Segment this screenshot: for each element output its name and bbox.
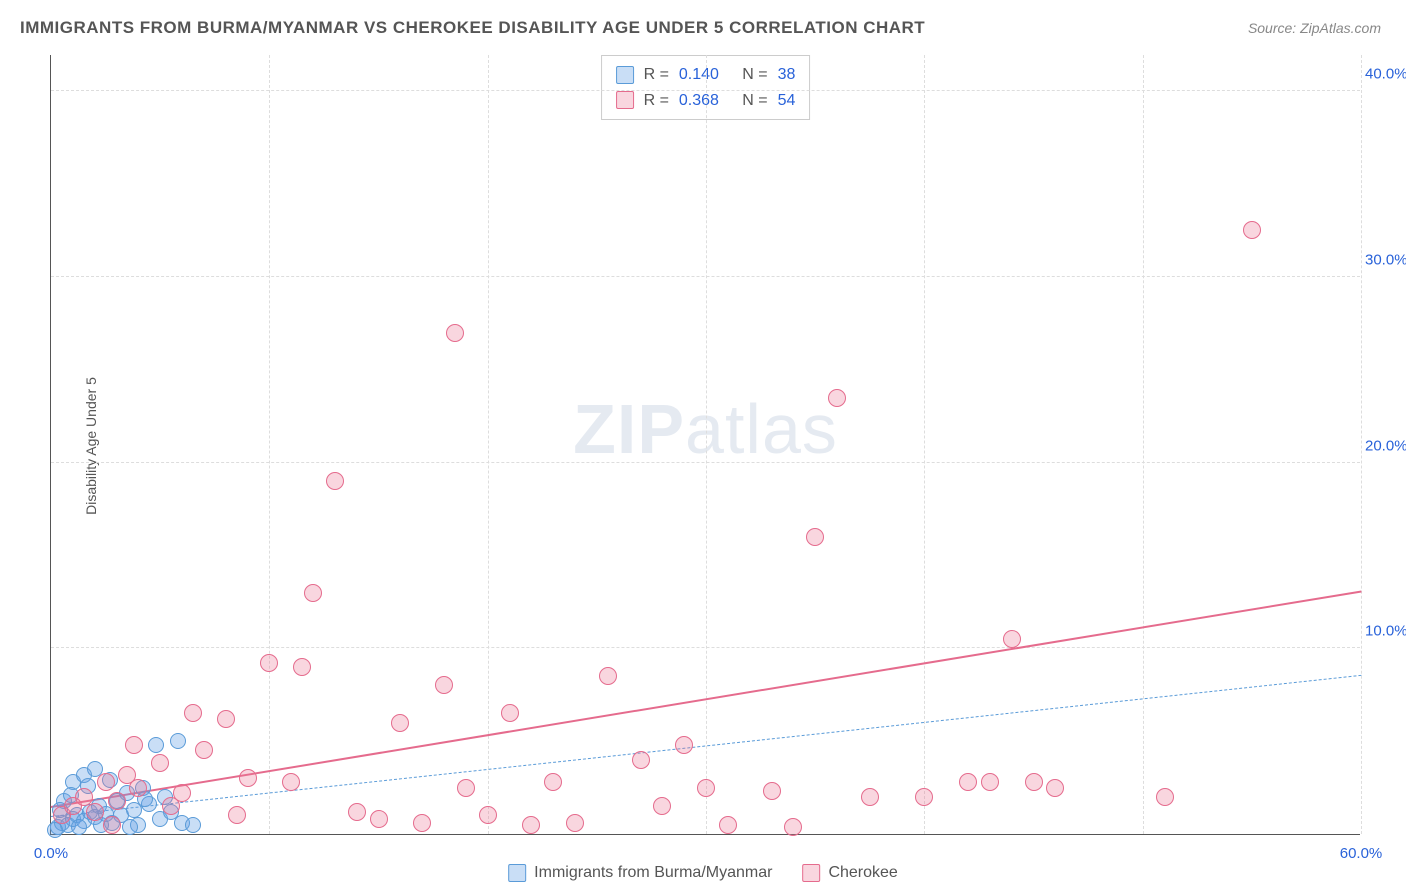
series-legend: Immigrants from Burma/Myanmar Cherokee — [508, 864, 898, 882]
data-point — [1003, 630, 1021, 648]
legend-n-label: N = — [729, 88, 768, 114]
legend-r-label: R = — [644, 88, 669, 114]
grid-line-v — [1143, 55, 1144, 834]
x-tick-label: 0.0% — [34, 845, 68, 862]
data-point — [228, 806, 246, 824]
legend-swatch — [508, 864, 526, 882]
grid-line-v — [924, 55, 925, 834]
data-point — [170, 733, 186, 749]
data-point — [522, 816, 540, 834]
data-point — [71, 819, 87, 835]
data-point — [1046, 779, 1064, 797]
series-legend-item: Immigrants from Burma/Myanmar — [508, 864, 772, 882]
series-legend-item: Cherokee — [802, 864, 897, 882]
data-point — [282, 773, 300, 791]
data-point — [370, 810, 388, 828]
data-point — [861, 788, 879, 806]
grid-line-v — [706, 55, 707, 834]
legend-n-value: 54 — [778, 88, 796, 114]
watermark-light: atlas — [685, 390, 838, 468]
data-point — [457, 779, 475, 797]
data-point — [1025, 773, 1043, 791]
data-point — [129, 779, 147, 797]
plot-area: ZIPatlas R = 0.140 N = 38 R = 0.368 N = 5… — [50, 55, 1360, 835]
data-point — [217, 710, 235, 728]
data-point — [108, 792, 126, 810]
data-point — [125, 736, 143, 754]
data-point — [260, 654, 278, 672]
data-point — [446, 324, 464, 342]
data-point — [293, 658, 311, 676]
watermark-bold: ZIP — [573, 390, 685, 468]
data-point — [632, 751, 650, 769]
data-point — [697, 779, 715, 797]
data-point — [86, 803, 104, 821]
data-point — [915, 788, 933, 806]
data-point — [828, 389, 846, 407]
data-point — [47, 822, 63, 838]
data-point — [1156, 788, 1174, 806]
legend-r-label: R = — [644, 62, 669, 88]
chart-title: IMMIGRANTS FROM BURMA/MYANMAR VS CHEROKE… — [20, 18, 925, 38]
grid-line-v — [269, 55, 270, 834]
data-point — [348, 803, 366, 821]
data-point — [653, 797, 671, 815]
data-point — [981, 773, 999, 791]
data-point — [103, 816, 121, 834]
data-point — [391, 714, 409, 732]
data-point — [479, 806, 497, 824]
data-point — [599, 667, 617, 685]
data-point — [184, 704, 202, 722]
data-point — [501, 704, 519, 722]
grid-line-v — [1361, 55, 1362, 834]
data-point — [195, 741, 213, 759]
data-point — [435, 676, 453, 694]
y-tick-label: 30.0% — [1365, 251, 1406, 268]
legend-n-label: N = — [729, 62, 768, 88]
legend-n-value: 38 — [778, 62, 796, 88]
legend-r-value: 0.140 — [679, 62, 719, 88]
series-label: Immigrants from Burma/Myanmar — [534, 864, 772, 882]
grid-line-v — [488, 55, 489, 834]
data-point — [239, 769, 257, 787]
legend-swatch — [616, 91, 634, 109]
y-tick-label: 20.0% — [1365, 437, 1406, 454]
data-point — [1243, 221, 1261, 239]
y-tick-label: 40.0% — [1365, 66, 1406, 83]
data-point — [544, 773, 562, 791]
chart-container: IMMIGRANTS FROM BURMA/MYANMAR VS CHEROKE… — [0, 0, 1406, 892]
data-point — [304, 584, 322, 602]
source-attribution: Source: ZipAtlas.com — [1248, 20, 1381, 36]
legend-swatch — [616, 66, 634, 84]
data-point — [413, 814, 431, 832]
data-point — [719, 816, 737, 834]
data-point — [148, 737, 164, 753]
data-point — [162, 797, 180, 815]
data-point — [763, 782, 781, 800]
data-point — [122, 819, 138, 835]
data-point — [185, 817, 201, 833]
data-point — [97, 773, 115, 791]
data-point — [566, 814, 584, 832]
legend-swatch — [802, 864, 820, 882]
data-point — [326, 472, 344, 490]
x-tick-label: 60.0% — [1340, 845, 1383, 862]
data-point — [806, 528, 824, 546]
series-label: Cherokee — [828, 864, 897, 882]
data-point — [151, 754, 169, 772]
data-point — [959, 773, 977, 791]
y-tick-label: 10.0% — [1365, 623, 1406, 640]
legend-r-value: 0.368 — [679, 88, 719, 114]
data-point — [675, 736, 693, 754]
data-point — [784, 818, 802, 836]
